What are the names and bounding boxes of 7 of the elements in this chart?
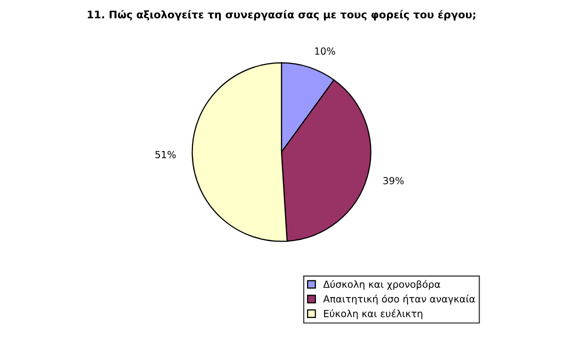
data-label: 51% (155, 150, 176, 158)
chart-title: 11. Πώς αξιολογείτε τη συνεργασία σας με τους φορείς του έργου; (88, 10, 476, 20)
data-label: 10% (315, 47, 336, 55)
data-label: 39% (383, 176, 404, 184)
legend-label: Εύκολη και ευέλικτη (324, 309, 422, 320)
legend-label: Δύσκολη και χρονοβόρα (323, 280, 440, 290)
legend-label: Απαιτητική όσο ήταν αναγκαία (323, 294, 475, 304)
